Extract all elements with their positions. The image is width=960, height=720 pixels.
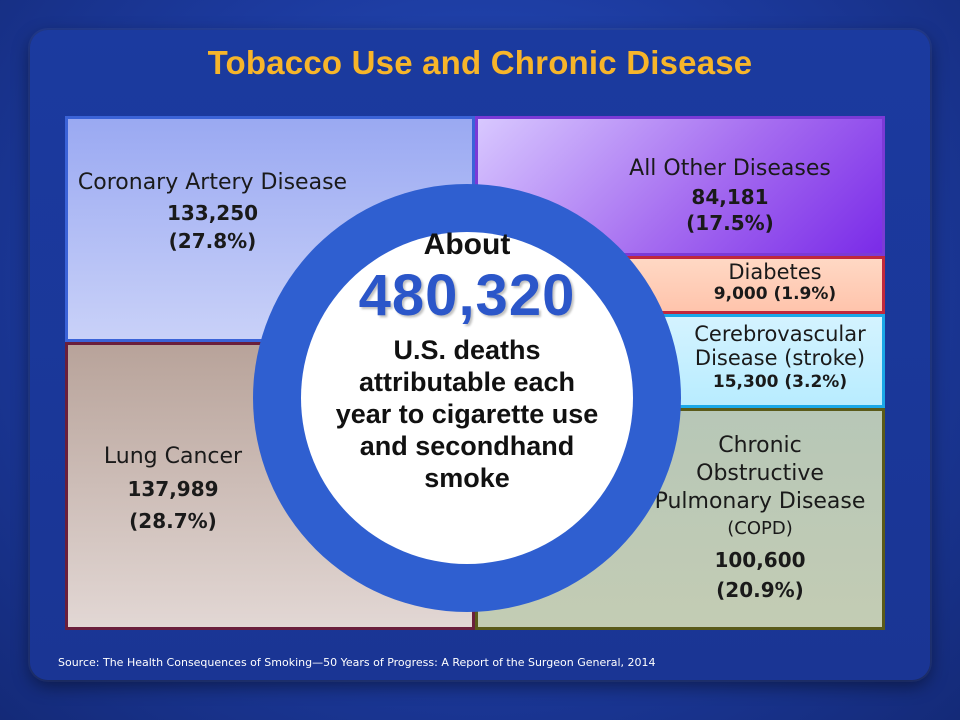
cerebro-name-2: Disease (stroke) (694, 346, 866, 370)
diabetes-label: Diabetes 9,000 (1.9%) (680, 260, 870, 304)
copd-label: Chronic Obstructive Pulmonary Disease (C… (646, 432, 874, 602)
center-line-4: and secondhand (359, 431, 575, 461)
cerebro-name-1: Cerebrovascular (694, 322, 866, 346)
lung-count: 137,989 (127, 477, 219, 501)
diabetes-name: Diabetes (728, 260, 822, 284)
slide-title: Tobacco Use and Chronic Disease (207, 44, 753, 81)
coronary-label: Coronary Artery Disease 133,250 (27.8%) (70, 170, 355, 253)
center-line-3: year to cigarette use (335, 399, 599, 429)
copd-name-2: Obstructive (696, 461, 824, 486)
center-number: 480,320 (358, 263, 576, 328)
other-label: All Other Diseases 84,181 (17.5%) (612, 156, 848, 235)
lung-pct: (28.7%) (129, 509, 217, 533)
copd-count: 100,600 (714, 548, 806, 572)
center-line-5: smoke (424, 463, 510, 493)
coronary-name: Coronary Artery Disease (77, 170, 348, 195)
center-about: About (423, 228, 511, 261)
center-circle (301, 232, 633, 564)
source-citation: Source: The Health Consequences of Smoki… (58, 656, 656, 669)
other-pct: (17.5%) (686, 211, 774, 235)
cerebro-value: 15,300 (3.2%) (712, 372, 848, 392)
coronary-pct: (27.8%) (168, 229, 257, 253)
copd-name-1: Chronic (718, 433, 802, 458)
center-lines: U.S. deaths attributable each year to ci… (253, 334, 681, 494)
diabetes-value: 9,000 (1.9%) (713, 284, 837, 304)
cerebro-label: Cerebrovascular Disease (stroke) 15,300 … (680, 322, 880, 392)
center-line-1: U.S. deaths (393, 335, 541, 365)
other-name: All Other Diseases (629, 156, 831, 181)
copd-name-4: (COPD) (727, 518, 793, 539)
coronary-count: 133,250 (166, 201, 259, 225)
copd-pct: (20.9%) (716, 578, 804, 602)
other-count: 84,181 (691, 185, 769, 209)
center-line-2: attributable each (358, 367, 576, 397)
copd-name-3: Pulmonary Disease (654, 489, 866, 514)
lung-label: Lung Cancer 137,989 (28.7%) (98, 444, 248, 533)
lung-name: Lung Cancer (103, 444, 243, 469)
